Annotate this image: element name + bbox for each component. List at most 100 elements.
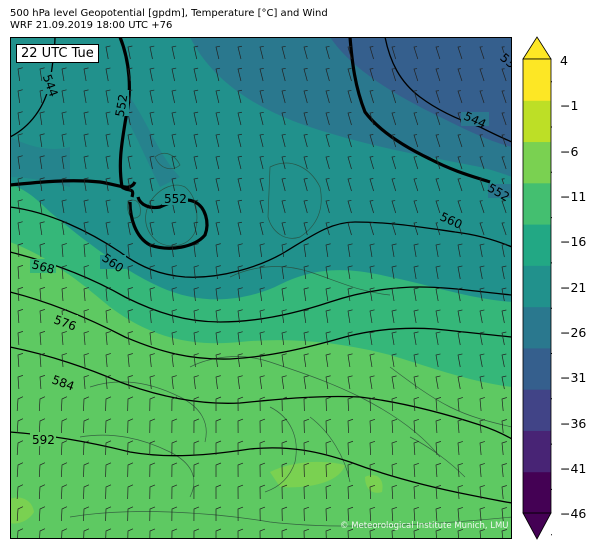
- wind-barb: [17, 243, 24, 258]
- wind-barb: [259, 396, 266, 412]
- wind-barb: [61, 506, 68, 522]
- wind-barb: [127, 155, 133, 170]
- wind-barb: [237, 67, 242, 82]
- wind-barb: [435, 485, 442, 500]
- wind-barb: [17, 155, 23, 170]
- wind-barb: [61, 418, 68, 434]
- wind-barb: [325, 178, 330, 192]
- wind-barb: [17, 331, 24, 346]
- wind-barb: [303, 134, 308, 148]
- wind-barb: [237, 484, 244, 500]
- wind-barb: [215, 375, 221, 390]
- wind-barb: [39, 528, 46, 539]
- wind-barb: [391, 156, 397, 170]
- wind-barb: [105, 45, 111, 60]
- wind-barb: [237, 418, 244, 434]
- wind-barb: [215, 45, 221, 60]
- contour-label-bg: [115, 90, 129, 116]
- wind-barb: [259, 375, 265, 390]
- wind-barb: [149, 45, 155, 60]
- wind-barb: [281, 67, 286, 82]
- wind-barb: [347, 287, 353, 302]
- wind-barb: [303, 222, 308, 236]
- wind-barb: [457, 507, 463, 522]
- wind-barb: [457, 419, 463, 434]
- wind-barb: [61, 528, 68, 539]
- wind-barb: [61, 353, 67, 368]
- wind-barb: [105, 331, 111, 346]
- wind-barb: [16, 462, 24, 478]
- wind-barb: [457, 529, 463, 539]
- wind-barb: [391, 243, 397, 258]
- wind-barb: [149, 221, 155, 236]
- wind-barb: [105, 67, 111, 82]
- wind-barb: [391, 309, 397, 324]
- wind-barb: [325, 331, 331, 346]
- wind-barb: [479, 441, 485, 456]
- wind-barb: [435, 46, 441, 60]
- wind-barb: [435, 331, 441, 346]
- wind-barb: [369, 156, 374, 170]
- wind-barb: [281, 462, 288, 478]
- wind-barb: [171, 309, 177, 324]
- wind-barb: [369, 112, 374, 126]
- wind-barb: [17, 265, 24, 280]
- contour-label-bg: [162, 191, 188, 205]
- wind-barb: [171, 331, 177, 346]
- wind-barb: [347, 418, 354, 434]
- wind-barb: [413, 156, 419, 170]
- contour-label-bg: [438, 213, 464, 227]
- wind-barb: [83, 309, 89, 324]
- wind-barb: [193, 462, 200, 478]
- wind-barb: [457, 200, 463, 214]
- wind-barb: [83, 353, 89, 368]
- wind-barb: [127, 462, 134, 478]
- wind-barb: [127, 375, 133, 390]
- temp-patch: [120, 97, 180, 187]
- wind-barb: [347, 309, 353, 324]
- wind-barb: [369, 396, 376, 412]
- colorbar-band: [523, 182, 551, 225]
- wind-barb: [435, 90, 441, 104]
- wind-barb: [39, 353, 46, 368]
- wind-barb: [369, 243, 375, 258]
- wind-barb: [501, 507, 507, 522]
- wind-barb: [457, 309, 463, 324]
- wind-barb: [347, 156, 352, 170]
- wind-barb: [501, 463, 507, 478]
- contour-label-bg: [461, 112, 489, 126]
- colorbar-band: [523, 389, 551, 431]
- wind-barb: [171, 484, 178, 500]
- contour-label-bg: [50, 375, 76, 389]
- wind-barb: [127, 133, 133, 148]
- wind-barb: [215, 506, 222, 522]
- wind-barb: [237, 353, 243, 368]
- wind-barb: [127, 45, 133, 60]
- wind-barb: [127, 418, 134, 434]
- contour-label-568: 568: [30, 257, 56, 276]
- wind-barb: [325, 418, 332, 434]
- wind-barb: [413, 46, 419, 60]
- wind-barb: [281, 287, 287, 302]
- wind-barb: [325, 200, 330, 214]
- wind-barb: [105, 309, 111, 324]
- wind-barb: [325, 68, 330, 82]
- wind-barb: [193, 177, 199, 192]
- wind-barb: [215, 133, 221, 148]
- wind-barb: [435, 156, 441, 170]
- wind-barb: [105, 111, 111, 126]
- wind-barb: [127, 287, 133, 302]
- wind-barb: [127, 353, 133, 368]
- wind-barb: [413, 441, 420, 456]
- wind-barb: [193, 396, 200, 412]
- wind-barb: [281, 89, 286, 104]
- wind-barb: [105, 89, 111, 104]
- wind-barb: [479, 309, 485, 324]
- wind-barb: [237, 89, 242, 104]
- wind-barb: [127, 221, 133, 236]
- wind-barb: [391, 68, 397, 82]
- wind-barb: [215, 155, 221, 170]
- wind-barb: [501, 419, 507, 434]
- wind-barb: [391, 222, 397, 236]
- wind-barb: [347, 178, 352, 192]
